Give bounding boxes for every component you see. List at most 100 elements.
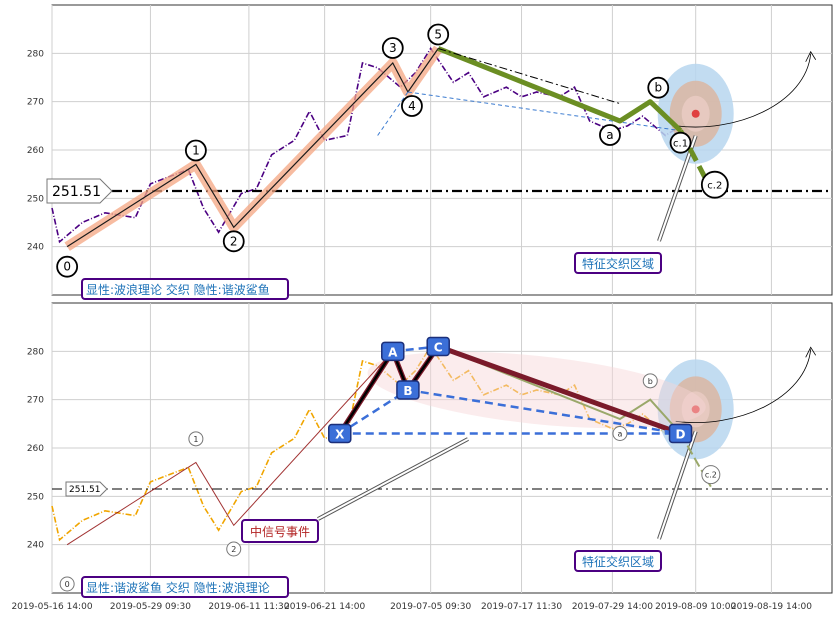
y-tick-label: 270 (27, 98, 44, 108)
y-tick-label: 260 (27, 444, 44, 454)
x-tick-label: 2019-05-16 14:00 (11, 602, 92, 612)
trend-connector (407, 91, 681, 132)
faded-wave-circle (701, 465, 721, 485)
wave-label-circle (427, 23, 450, 46)
projection-curve-head (805, 346, 817, 358)
wave-label-1: 1 (192, 144, 200, 158)
harmonic-point-X: X (335, 428, 345, 442)
wave-label-a: a (606, 128, 613, 142)
wave-label-circle (381, 37, 404, 59)
x-tick-label: 2019-07-29 14:00 (572, 602, 653, 612)
faded-wave-label-c.2: c.2 (705, 471, 717, 480)
wave-label-c.1: c.1 (673, 139, 688, 150)
wave-label-circle (647, 76, 670, 99)
wave-label-5: 5 (434, 28, 442, 42)
top-series (51, 47, 681, 244)
wave-label-circle (700, 170, 729, 199)
y-tick-label: 270 (27, 396, 44, 406)
faded-wave-circle (612, 426, 628, 441)
top-grid (51, 5, 832, 295)
level-tag (65, 481, 108, 497)
faded-wave-label-2: 2 (231, 545, 236, 554)
level-tag (46, 178, 113, 204)
faded-wave-circle (188, 431, 204, 447)
faded-wave-label-a: a (618, 430, 623, 439)
x-tick-label: 2019-06-21 14:00 (284, 602, 365, 612)
x-tick-label: 2019-05-29 09:30 (110, 602, 191, 612)
wave-label-4: 4 (408, 99, 416, 113)
y-tick-label: 280 (27, 49, 44, 59)
x-tick-label: 2019-06-11 11:30 (208, 602, 289, 612)
x-tick-label: 2019-07-17 11:30 (481, 602, 562, 612)
harmonic-point-B: B (403, 384, 412, 398)
pattern-shade (367, 351, 706, 429)
caption-box (81, 576, 289, 598)
wave-label-2: 2 (230, 234, 238, 248)
y-tick-label: 260 (27, 146, 44, 156)
event-label: 中信号事件 (250, 524, 310, 539)
y-tick-label: 280 (27, 347, 44, 357)
projection-curve (675, 349, 812, 423)
harmonic-point-C: C (434, 341, 443, 355)
wave-label-circle (599, 124, 621, 146)
y-tick-label: 250 (27, 492, 44, 502)
harmonic-point-box (328, 423, 352, 444)
target-zone-center (691, 109, 700, 118)
event-pointer-inner (317, 438, 469, 520)
wave-label-circle (669, 131, 692, 154)
y-tick-label: 250 (27, 194, 44, 204)
faded-correction (437, 345, 682, 435)
faded-wave-label-1: 1 (193, 435, 198, 444)
wave-label-circle (401, 95, 423, 117)
caption-text: 显性:谐波鲨鱼 交织 隐性:波浪理论 (86, 580, 270, 595)
harmonic-point-D: D (676, 428, 686, 442)
projection-curve (675, 53, 812, 128)
x-tick-label: 2019-08-19 14:00 (731, 602, 812, 612)
target-zone-center (691, 405, 700, 414)
harmonic-legs (338, 345, 440, 435)
level-label: 251.51 (69, 485, 101, 495)
x-tick-label: 2019-08-09 10:00 (655, 602, 736, 612)
caption-text: 显性:波浪理论 交织 隐性:谐波鲨鱼 (86, 282, 270, 297)
harmonic-point-box (396, 380, 420, 400)
harmonic-bd (407, 388, 681, 435)
zone-label-box (574, 550, 662, 572)
y-tick-label: 240 (27, 541, 44, 551)
price-series-line (51, 47, 681, 244)
harmonic-point-box (668, 423, 693, 444)
level-label: 251.51 (52, 184, 101, 200)
correction-line (437, 46, 683, 133)
impulse-line (66, 48, 439, 248)
zone-label-box (574, 252, 662, 274)
top-y-ticks: 240 250 260 270 280 (27, 49, 44, 252)
harmonic-point-box (381, 341, 405, 362)
faded-wave-circle (642, 373, 658, 389)
zone-label: 特征交织区域 (582, 256, 654, 271)
y-tick-label: 240 (27, 243, 44, 253)
wave-label-circle (184, 139, 207, 162)
x-axis: 2019-05-16 14:00 2019-05-29 09:30 2019-06-… (11, 602, 812, 612)
zone-label: 特征交织区域 (582, 554, 654, 569)
trend-connector (377, 91, 409, 136)
wave-label-c.2: c.2 (707, 181, 722, 192)
bottom-y-ticks: 240 250 260 270 280 (27, 347, 44, 550)
event-label-box (241, 519, 319, 543)
wave-label-3: 3 (389, 41, 397, 55)
faded-wave-circle (59, 576, 75, 592)
x-tick-label: 2019-07-05 09:30 (390, 602, 471, 612)
wave-label-0: 0 (63, 260, 71, 274)
faded-wave-label-b: b (648, 377, 653, 386)
harmonic-point-A: A (388, 345, 398, 359)
faded-wave-label-0: 0 (65, 580, 70, 589)
wave-label-b: b (654, 81, 662, 95)
wave-label-circle (222, 230, 245, 253)
faded-impulse (66, 350, 394, 546)
harmonic-point-box (426, 336, 450, 357)
projection-curve-head (805, 50, 817, 62)
wave-label-circle (56, 255, 79, 278)
caption-box (81, 278, 289, 300)
